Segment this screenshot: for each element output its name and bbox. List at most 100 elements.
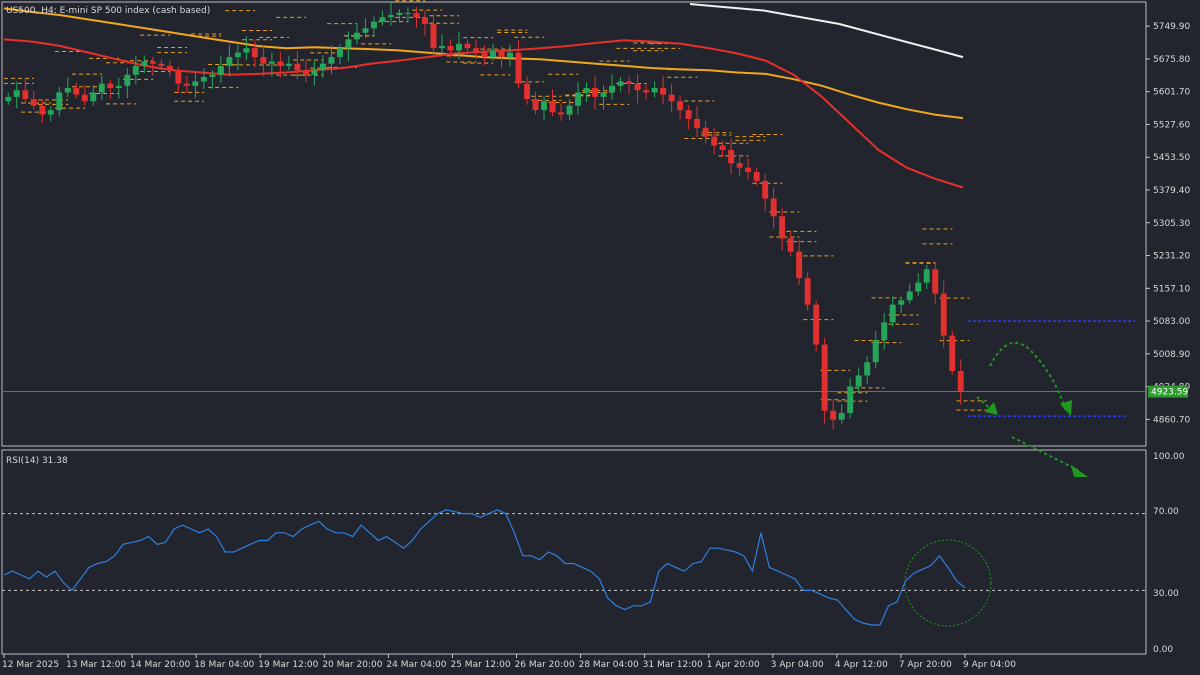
candle-body — [294, 63, 301, 71]
candle-body — [149, 61, 156, 64]
candle-body — [311, 70, 318, 75]
rsi-axis: 100.00 70.00 30.00 0.00 — [1153, 452, 1185, 655]
candle-body — [464, 43, 471, 49]
candle-body — [685, 110, 692, 119]
candle-body — [753, 172, 760, 181]
candle-body — [243, 48, 250, 53]
candle-body — [336, 48, 343, 58]
price-tick-label: 5379.40 — [1153, 186, 1190, 196]
candle-body — [549, 101, 556, 113]
candle-body — [677, 101, 684, 111]
candle-body — [217, 65, 224, 75]
time-axis: 12 Mar 2025 13 Mar 12:00 14 Mar 20:00 18 Ma… — [2, 654, 1016, 670]
rsi-highlight-circle — [904, 539, 992, 627]
candle-body — [507, 52, 513, 58]
candle-body — [473, 48, 479, 53]
candle-body — [81, 94, 88, 102]
candle-body — [268, 61, 275, 64]
chart-title: US500, H4: E-mini SP 500 index (cash bas… — [6, 6, 210, 16]
candle-body — [439, 46, 445, 49]
time-tick-label: 26 Mar 20:00 — [515, 660, 575, 670]
candle-body — [813, 304, 820, 345]
candle-body — [47, 110, 54, 115]
time-tick-label: 13 Mar 12:00 — [66, 660, 126, 670]
candle-body — [745, 167, 752, 173]
candle-body — [872, 340, 879, 363]
candle-body — [141, 61, 148, 66]
candle-body — [957, 371, 964, 392]
rsi-tick-30: 30.00 — [1153, 589, 1179, 599]
price-tick-label: 5453.50 — [1153, 153, 1190, 163]
price-tick-label: 5008.90 — [1153, 350, 1190, 360]
time-tick-label: 4 Apr 12:00 — [835, 660, 888, 670]
candle-body — [838, 413, 845, 420]
candle-body — [302, 70, 309, 75]
time-tick-label: 24 Mar 04:00 — [386, 660, 446, 670]
ma-fast-line — [3, 38, 964, 189]
candle-body — [64, 88, 71, 93]
candle-body — [600, 92, 607, 97]
price-tick-label: 5601.70 — [1153, 88, 1190, 98]
time-tick-label: 1 Apr 20:00 — [707, 660, 760, 670]
candle-body — [413, 12, 420, 18]
candle-body — [617, 81, 624, 86]
candle-body — [728, 149, 735, 164]
candle-body — [209, 74, 216, 77]
candle-body — [456, 43, 462, 51]
candle-body — [762, 180, 769, 199]
candle-body — [13, 90, 20, 97]
price-tick-label: 5157.10 — [1153, 284, 1190, 294]
price-tick-label: 5305.30 — [1153, 219, 1190, 229]
candle-body — [481, 52, 488, 58]
candle-body — [881, 322, 888, 341]
candle-body — [277, 61, 284, 66]
candle-body — [490, 50, 496, 58]
candle-body — [430, 23, 437, 49]
price-tick-label: 4860.70 — [1153, 415, 1190, 425]
candle-body — [192, 81, 199, 86]
time-tick-label: 14 Mar 20:00 — [130, 660, 190, 670]
candle-body — [558, 112, 565, 115]
candle-body — [643, 90, 650, 93]
current-price-badge — [1148, 385, 1188, 398]
forecast-arrow-up-curve — [989, 341, 1067, 413]
forecast-arrows — [976, 341, 1088, 477]
time-tick-label: 18 Mar 04:00 — [194, 660, 254, 670]
forecast-arrow-head-3 — [1071, 465, 1088, 477]
rsi-line — [3, 509, 966, 626]
rsi-label: RSI(14) 31.38 — [6, 456, 68, 466]
moving-averages — [3, 3, 964, 189]
candle-body — [541, 101, 548, 111]
candle-body — [166, 65, 173, 71]
candlesticks — [5, 2, 964, 430]
time-tick-label: 7 Apr 20:00 — [899, 660, 952, 670]
candle-body — [285, 63, 292, 66]
candle-body — [515, 52, 522, 84]
candle-body — [328, 57, 335, 64]
time-tick-label: 31 Mar 12:00 — [643, 660, 703, 670]
candle-body — [932, 269, 939, 294]
candle-body — [362, 28, 369, 33]
candle-body — [498, 50, 505, 58]
candle-body — [98, 83, 105, 93]
candle-body — [626, 81, 633, 84]
candle-body — [609, 85, 616, 93]
forecast-arrow-head-1 — [1060, 400, 1072, 416]
candle-body — [251, 48, 258, 58]
candle-body — [30, 99, 37, 106]
price-tick-label: 5675.80 — [1153, 55, 1190, 65]
candle-body — [396, 12, 403, 16]
candle-body — [702, 127, 709, 137]
price-tick-label: 5231.20 — [1153, 252, 1190, 262]
time-tick-label: 28 Mar 04:00 — [579, 660, 639, 670]
time-tick-label: 3 Apr 04:00 — [771, 660, 824, 670]
candle-body — [226, 57, 233, 66]
candle-body — [634, 83, 641, 91]
candle-body — [575, 92, 582, 106]
candle-body — [260, 57, 267, 64]
candle-body — [524, 83, 530, 100]
candle-body — [183, 83, 190, 86]
candle-body — [821, 344, 828, 411]
